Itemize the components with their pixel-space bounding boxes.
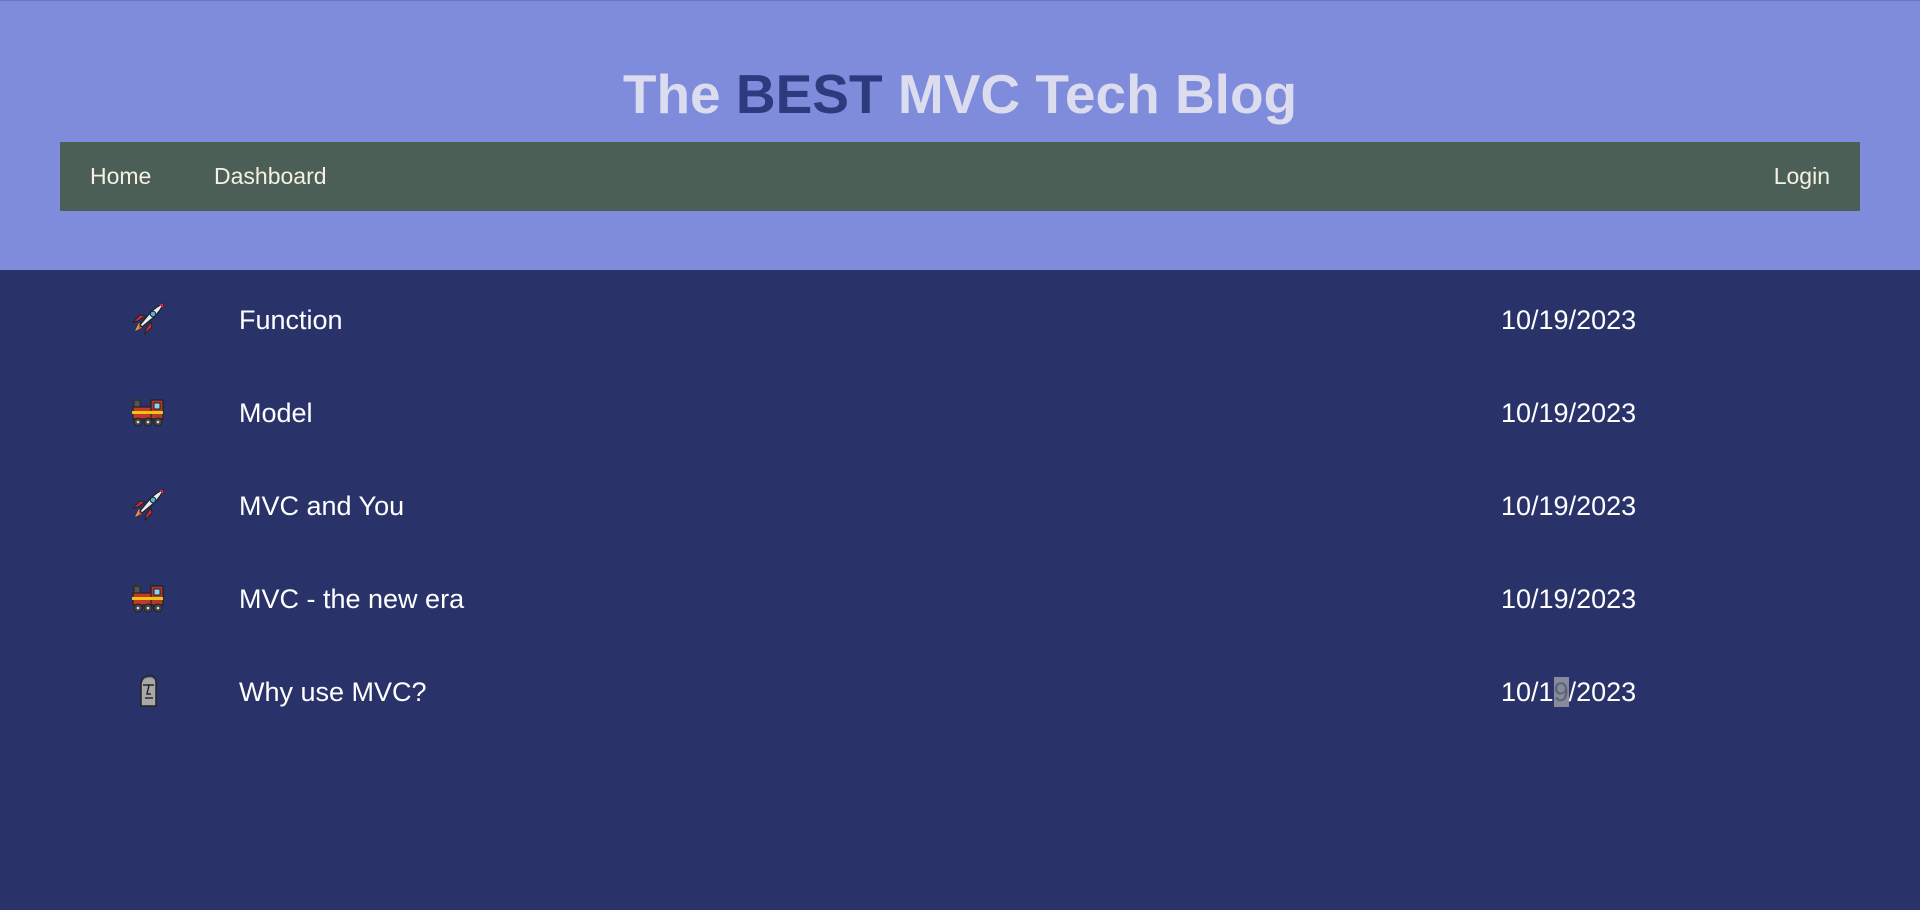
- site-title: The BEST MVC Tech Blog: [0, 61, 1920, 127]
- title-prefix: The: [622, 63, 721, 125]
- moai-icon: [130, 673, 166, 709]
- post-row[interactable]: Function 10/19/2023: [0, 270, 1920, 363]
- site-header: The BEST MVC Tech Blog Home Dashboard Lo…: [0, 0, 1920, 270]
- post-date: 10/19/2023: [1501, 584, 1637, 614]
- text-selection: 9: [1553, 677, 1569, 707]
- rocket-icon: [130, 487, 166, 523]
- title-suffix: MVC Tech Blog: [897, 63, 1298, 125]
- navbar: Home Dashboard Login: [60, 142, 1860, 211]
- post-date-part: /2023: [1568, 677, 1637, 707]
- post-date: 10/19/2023: [1501, 398, 1637, 428]
- post-date: 10/19/2023: [1501, 491, 1637, 521]
- post-date: 10/19/2023: [1501, 642, 1636, 735]
- post-row[interactable]: MVC and You 10/19/2023: [0, 456, 1920, 549]
- post-title[interactable]: Function: [239, 305, 343, 335]
- post-row[interactable]: Model 10/19/2023: [0, 363, 1920, 456]
- title-highlight: BEST: [735, 63, 883, 125]
- post-row[interactable]: MVC - the new era 10/19/2023: [0, 549, 1920, 642]
- locomotive-icon: [130, 580, 166, 616]
- nav-home-link[interactable]: Home: [90, 163, 152, 189]
- post-date: 10/19/2023: [1501, 305, 1637, 335]
- locomotive-icon: [130, 394, 166, 430]
- nav-dashboard-link[interactable]: Dashboard: [214, 163, 327, 189]
- post-title[interactable]: MVC - the new era: [239, 584, 465, 614]
- post-date-part: 10/1: [1501, 677, 1554, 707]
- post-title[interactable]: MVC and You: [239, 491, 405, 521]
- rocket-icon: [130, 301, 166, 337]
- post-title[interactable]: Model: [239, 398, 313, 428]
- post-title[interactable]: Why use MVC?: [239, 677, 427, 707]
- nav-login-link[interactable]: Login: [1773, 163, 1830, 189]
- post-row[interactable]: Why use MVC? 10/19/2023: [0, 642, 1920, 735]
